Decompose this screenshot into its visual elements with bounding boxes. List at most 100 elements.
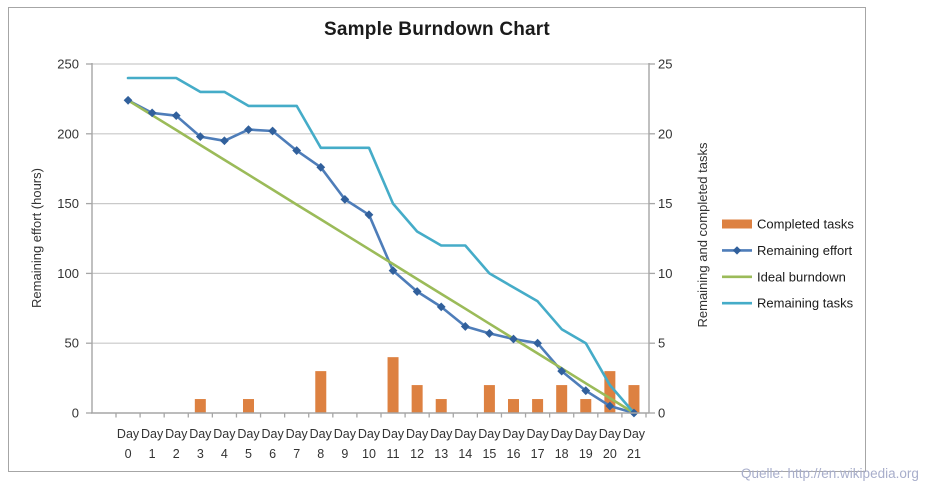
- y-left-tick-label: 150: [57, 196, 79, 211]
- x-tick-label-prefix: Day: [454, 427, 477, 441]
- y-right-tick-label: 20: [658, 126, 672, 141]
- x-tick-label-prefix: Day: [526, 427, 549, 441]
- y-left-tick-label: 250: [57, 57, 79, 72]
- x-tick-label-prefix: Day: [478, 427, 501, 441]
- x-tick-label-day: 14: [458, 447, 472, 461]
- marker-remaining-effort: [147, 108, 157, 118]
- legend-label-completed-tasks: Completed tasks: [757, 217, 854, 232]
- bar-completed-tasks: [315, 371, 327, 413]
- bar-completed-tasks: [387, 357, 399, 413]
- bar-completed-tasks: [435, 399, 447, 413]
- bar-completed-tasks: [411, 385, 423, 413]
- x-tick-label-prefix: Day: [406, 427, 429, 441]
- marker-remaining-effort: [557, 366, 567, 376]
- x-tick-label-day: 7: [293, 447, 300, 461]
- x-tick-label-prefix: Day: [310, 427, 333, 441]
- bar-completed-tasks: [604, 371, 616, 413]
- right-axis-title: Remaining and completed tasks: [695, 142, 710, 327]
- left-axis-title: Remaining effort (hours): [29, 168, 44, 308]
- x-tick-label-prefix: Day: [382, 427, 405, 441]
- y-right-tick-label: 0: [658, 406, 665, 421]
- line-ideal-burndown: [126, 99, 636, 415]
- line-remaining-tasks: [126, 76, 636, 415]
- bar-completed-tasks: [556, 385, 568, 413]
- y-right-tick-label: 15: [658, 196, 672, 211]
- y-right-tick-label: 25: [658, 57, 672, 72]
- x-tick-label-prefix: Day: [334, 427, 357, 441]
- marker-remaining-effort: [316, 162, 326, 172]
- marker-remaining-effort: [509, 334, 518, 344]
- y-left-tick-label: 100: [57, 266, 79, 281]
- x-tick-label-day: 3: [197, 447, 204, 461]
- x-tick-label-prefix: Day: [430, 427, 453, 441]
- bar-completed-tasks: [194, 399, 206, 413]
- x-tick-label-prefix: Day: [358, 427, 381, 441]
- legend-label-remaining-tasks: Remaining tasks: [757, 296, 854, 311]
- x-tick-label-prefix: Day: [165, 427, 188, 441]
- marker-remaining-effort: [268, 126, 277, 136]
- marker-remaining-effort: [340, 195, 350, 204]
- x-tick-label-prefix: Day: [575, 427, 598, 441]
- x-tick-label-prefix: Day: [623, 427, 646, 441]
- x-tick-label-day: 20: [603, 447, 617, 461]
- marker-remaining-effort: [485, 329, 494, 338]
- legend-label-remaining-effort: Remaining effort: [757, 243, 853, 258]
- bar-completed-tasks: [243, 399, 254, 413]
- marker-remaining-effort: [412, 287, 422, 296]
- marker-remaining-effort: [581, 386, 591, 396]
- legend-marker-remaining-effort: [732, 246, 742, 255]
- x-tick-label-day: 21: [627, 447, 641, 461]
- marker-remaining-effort: [292, 146, 302, 155]
- x-tick-label-day: 12: [410, 447, 424, 461]
- x-tick-label-day: 10: [362, 447, 376, 461]
- x-tick-label-day: 11: [387, 447, 400, 461]
- x-tick-label-day: 13: [434, 447, 448, 461]
- y-right-tick-label: 5: [658, 336, 665, 351]
- bar-completed-tasks: [580, 399, 592, 413]
- x-tick-label-prefix: Day: [213, 427, 236, 441]
- x-tick-label-prefix: Day: [261, 427, 284, 441]
- x-tick-label-prefix: Day: [551, 427, 574, 441]
- x-tick-label-prefix: Day: [286, 427, 309, 441]
- x-tick-label-day: 0: [125, 447, 132, 461]
- legend-swatch-completed-tasks: [722, 219, 752, 229]
- x-tick-label-day: 6: [269, 447, 276, 461]
- bar-completed-tasks: [508, 399, 519, 413]
- x-tick-label-day: 2: [173, 447, 180, 461]
- x-tick-label-day: 19: [579, 447, 593, 461]
- legend-label-ideal-burndown: Ideal burndown: [757, 269, 846, 284]
- bar-completed-tasks: [483, 385, 495, 413]
- x-tick-label-day: 18: [555, 447, 569, 461]
- source-note: Quelle: http://en.wikipedia.org: [741, 466, 919, 481]
- marker-remaining-effort: [388, 266, 398, 276]
- x-tick-label-day: 15: [482, 447, 496, 461]
- x-tick-label-prefix: Day: [117, 427, 140, 441]
- x-tick-label-day: 5: [245, 447, 252, 461]
- marker-remaining-effort: [364, 210, 374, 220]
- x-tick-label-day: 4: [221, 447, 228, 461]
- bar-completed-tasks: [532, 399, 544, 413]
- marker-remaining-effort: [436, 302, 446, 312]
- bar-completed-tasks: [628, 385, 640, 413]
- y-left-tick-label: 50: [65, 336, 79, 351]
- x-tick-label-day: 9: [341, 447, 348, 461]
- chart-frame: [8, 7, 866, 472]
- x-tick-label-prefix: Day: [599, 427, 622, 441]
- line-remaining-effort: [126, 99, 636, 415]
- marker-remaining-effort: [533, 338, 542, 348]
- marker-remaining-effort: [460, 322, 470, 331]
- x-tick-label-day: 16: [507, 447, 521, 461]
- y-left-tick-label: 0: [72, 406, 79, 421]
- x-tick-label-day: 17: [531, 447, 545, 461]
- marker-remaining-effort: [195, 132, 205, 141]
- marker-remaining-effort: [244, 125, 253, 135]
- x-tick-label-prefix: Day: [237, 427, 260, 441]
- marker-remaining-effort: [123, 95, 133, 105]
- x-tick-label-prefix: Day: [502, 427, 525, 441]
- y-right-tick-label: 10: [658, 266, 672, 281]
- y-left-tick-label: 200: [57, 126, 79, 141]
- chart-title: Sample Burndown Chart: [324, 19, 550, 40]
- marker-remaining-effort: [605, 401, 615, 411]
